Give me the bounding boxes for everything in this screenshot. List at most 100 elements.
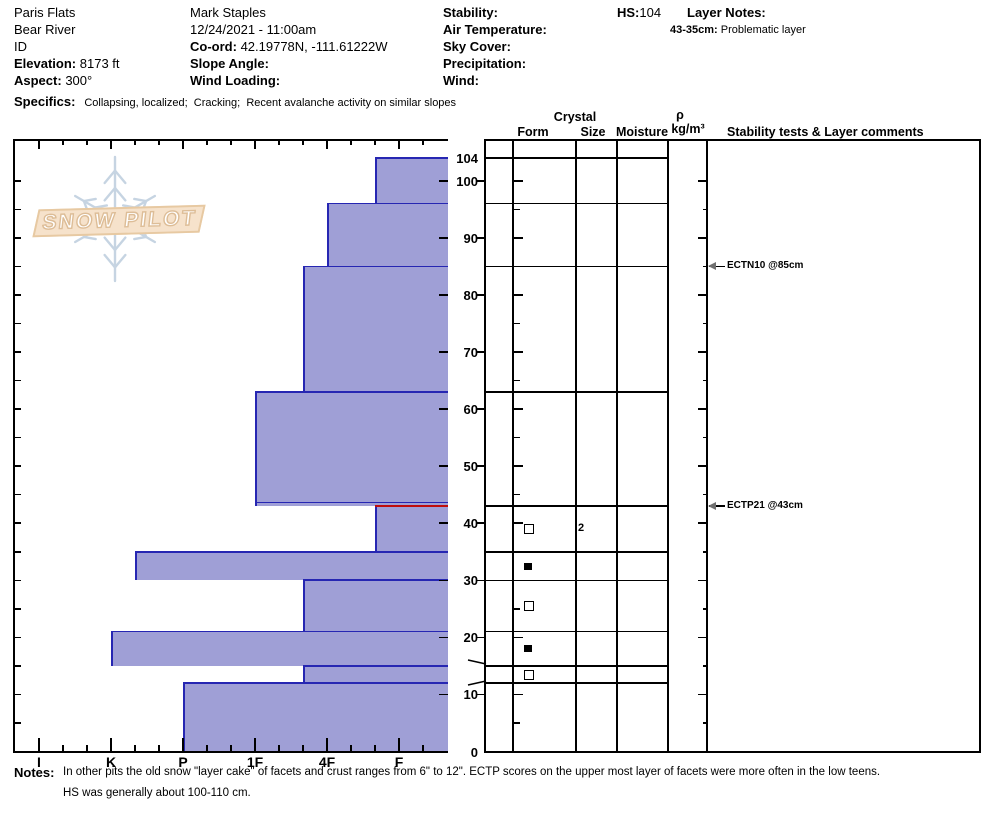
depth-tick-comments-major <box>698 294 707 296</box>
header-site-block: Paris Flats Bear River ID Elevation: 817… <box>14 4 120 89</box>
depth-tick-plot-right <box>439 636 448 639</box>
wind-loading-line: Wind Loading: <box>190 72 388 89</box>
grain-crust-symbol <box>524 645 532 653</box>
depth-tick-plot-right <box>439 522 448 524</box>
depth-axis-label: 90 <box>463 230 478 246</box>
depth-tick-plot-right <box>439 351 448 353</box>
table-layer-line <box>485 665 668 667</box>
table-layer-line <box>485 391 668 393</box>
layer-bar-left-border <box>135 551 137 581</box>
depth-tick-left <box>14 237 21 239</box>
depth-tick-left <box>14 408 21 410</box>
depth-tick-comments-minor <box>703 379 707 382</box>
depth-tick-comments-minor <box>703 551 707 553</box>
depth-axis-label: 50 <box>463 459 478 475</box>
depth-tick-plot-right <box>439 693 448 696</box>
stability-test-arrow-line <box>709 505 725 507</box>
depth-tick-form-minor <box>513 493 520 496</box>
coord-value: 42.19778N, -111.61222W <box>240 39 388 54</box>
layer-boundary-line <box>303 265 448 268</box>
depth-tick-table-left <box>477 237 485 239</box>
specifics-line: Specifics: Collapsing, localized; Cracki… <box>14 93 456 111</box>
depth-tick-form-minor <box>513 322 520 325</box>
table-layer-line <box>485 682 668 684</box>
layer-bar-left-border <box>303 266 305 392</box>
grain-facets-symbol <box>524 524 534 535</box>
hardness-minor-tick-top <box>158 140 160 145</box>
layer-bar-F+ <box>375 158 448 204</box>
depth-tick-plot-right <box>439 294 448 296</box>
table-layer-line <box>485 157 668 159</box>
layer-bar-left-border <box>255 391 257 507</box>
size-header: Size <box>580 125 606 139</box>
hardness-major-tick-bottom <box>38 737 40 752</box>
depth-axis-label: 0 <box>470 744 478 760</box>
depth-tick-table-left <box>477 693 485 696</box>
depth-tick-plot-right <box>439 180 448 182</box>
depth-axis-label: 20 <box>463 630 478 646</box>
stability-test-arrowhead-icon <box>708 502 716 511</box>
layer-bar-K <box>111 631 448 666</box>
depth-tick-left <box>14 636 21 639</box>
hs-label: HS: <box>617 5 640 20</box>
problem-layer-line <box>375 504 448 508</box>
depth-tick-comments-minor <box>703 608 707 610</box>
depth-tick-comments-minor <box>703 493 707 496</box>
air-temp-label: Air Temperature: <box>443 22 547 37</box>
depth-tick-form-minor <box>513 436 520 439</box>
layer-bar-left-border <box>303 580 305 632</box>
site-range: Bear River <box>14 22 76 37</box>
depth-tick-comments-minor <box>703 436 707 439</box>
grain-facets-symbol <box>524 601 534 612</box>
depth-tick-left <box>14 551 21 553</box>
depth-tick-table-left <box>477 180 485 182</box>
depth-tick-form-major <box>513 465 523 467</box>
hardness-axis-label: 4F <box>318 754 336 770</box>
header-conditions-block: Stability: Air Temperature: Sky Cover: P… <box>443 4 550 89</box>
layer-bar-K- <box>135 551 448 581</box>
coord-label: Co-ord: <box>190 39 237 54</box>
depth-axis-label: 40 <box>463 516 478 532</box>
hardness-minor-tick-top <box>230 140 232 145</box>
hardness-minor-tick-bottom <box>230 744 232 752</box>
site-aspect: Aspect: 300° <box>14 72 120 89</box>
table-layer-line <box>485 630 668 633</box>
depth-tick-comments-minor <box>703 208 707 211</box>
hardness-minor-tick-bottom <box>62 744 64 752</box>
slope-angle-line: Slope Angle: <box>190 55 388 72</box>
table-layer-line <box>485 505 668 507</box>
table-column-border <box>512 140 514 752</box>
depth-axis-label: 70 <box>463 345 478 361</box>
depth-tick-left <box>14 465 21 467</box>
stability-test-label: ECTN10 @85cm <box>727 260 804 272</box>
depth-tick-left <box>14 608 21 610</box>
hardness-minor-tick-bottom <box>350 744 352 752</box>
depth-tick-form-major <box>513 522 523 524</box>
hardness-major-tick-top <box>182 140 184 149</box>
layer-bar-left-border <box>183 683 185 752</box>
depth-tick-comments-major <box>698 180 707 182</box>
hardness-major-tick-bottom <box>182 737 184 752</box>
hardness-axis-label: F <box>394 754 404 770</box>
layer-boundary-line <box>255 391 448 393</box>
depth-tick-plot-right <box>439 237 448 239</box>
depth-tick-comments-major <box>698 465 707 467</box>
depth-tick-form-major <box>513 636 523 639</box>
layer-bar-P <box>183 683 448 752</box>
depth-tick-form-major <box>513 180 523 182</box>
depth-tick-comments-major <box>698 636 707 639</box>
hardness-axis-label: I <box>37 754 41 770</box>
hardness-axis-label: K <box>105 754 117 770</box>
wind-loading-label: Wind Loading: <box>190 73 281 88</box>
grain-facets-symbol <box>524 669 534 680</box>
table-layer-line <box>485 579 668 582</box>
depth-tick-left <box>14 693 21 696</box>
layer-boundary-line <box>255 501 448 504</box>
depth-tick-form-minor <box>513 722 520 724</box>
layer-bar-4F+ <box>303 266 448 392</box>
layer-bar-4F <box>327 203 448 267</box>
depth-tick-left <box>14 579 21 582</box>
depth-tick-comments-major <box>698 579 707 582</box>
